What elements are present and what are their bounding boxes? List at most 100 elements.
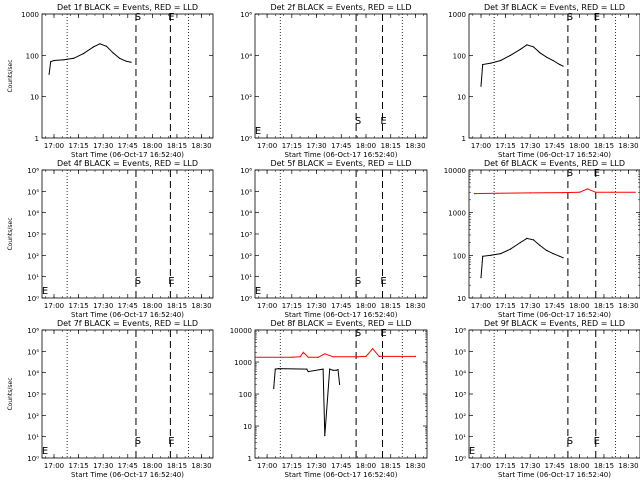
end-marker-label: E xyxy=(168,436,174,447)
y-tick-label: 10⁶ xyxy=(240,11,252,19)
x-tick-label: 18:30 xyxy=(405,142,425,150)
x-axis-label: Start Time (06-Oct-17 16:52:40) xyxy=(498,311,611,319)
data-point xyxy=(552,253,554,255)
x-tick-label: 18:30 xyxy=(618,302,638,310)
data-point xyxy=(254,356,257,358)
data-point xyxy=(482,63,484,66)
y-tick-label: 100 xyxy=(453,52,466,60)
y-tick-label: 10⁴ xyxy=(454,370,466,378)
data-point xyxy=(473,193,476,195)
data-point xyxy=(490,62,492,64)
x-tick-label: 17:00 xyxy=(44,462,64,470)
data-point xyxy=(526,237,528,239)
x-tick-label: 17:15 xyxy=(282,462,302,470)
y-tick-label: 10¹ xyxy=(27,274,39,282)
end-marker-label: E xyxy=(594,168,600,179)
panel-title: Det 9f BLACK = Events, RED = LLD xyxy=(484,319,625,328)
start-marker-label: S xyxy=(135,12,141,23)
x-tick-label: 18:30 xyxy=(618,462,638,470)
x-tick-label: 17:30 xyxy=(306,142,326,150)
y-tick-label: 1000 xyxy=(448,210,466,218)
y-tick-label: 10¹ xyxy=(240,274,252,282)
detector-panel: Det 7f BLACK = Events, RED = LLD Counts/s… xyxy=(7,319,214,479)
edge-marker-label: E xyxy=(42,286,48,297)
data-point xyxy=(332,369,334,371)
y-tick-label: 10⁵ xyxy=(454,348,466,356)
y-tick-label: 10000 xyxy=(230,327,252,335)
data-point xyxy=(50,61,52,63)
x-tick-label: 18:15 xyxy=(381,302,401,310)
y-tick-label: 10⁵ xyxy=(27,348,39,356)
end-marker-label: E xyxy=(594,12,600,23)
x-tick-label: 17:30 xyxy=(306,302,326,310)
start-marker-label: S xyxy=(135,276,141,287)
data-point xyxy=(500,253,502,255)
x-tick-label: 18:15 xyxy=(381,462,401,470)
x-tick-label: 17:00 xyxy=(471,462,491,470)
data-point xyxy=(562,65,564,67)
panel-title: Det 3f BLACK = Events, RED = LLD xyxy=(484,3,625,12)
x-tick-label: 18:30 xyxy=(405,462,425,470)
x-tick-label: 17:15 xyxy=(282,142,302,150)
data-point xyxy=(562,257,564,259)
data-point xyxy=(119,57,121,59)
x-tick-label: 18:30 xyxy=(191,462,211,470)
data-point xyxy=(509,248,512,250)
x-tick-label: 18:00 xyxy=(569,302,589,310)
x-tick-label: 17:30 xyxy=(520,302,540,310)
detector-panel: Det 2f BLACK = Events, RED = LLD 10⁰ 10² 10… xyxy=(240,3,428,159)
y-tick-label: 1000 xyxy=(21,11,39,19)
data-point xyxy=(274,368,276,370)
data-point xyxy=(496,192,498,194)
data-point xyxy=(302,351,304,353)
data-point xyxy=(595,191,597,193)
y-tick-label: 10⁶ xyxy=(27,327,39,335)
y-tick-label: 10⁰ xyxy=(240,295,252,303)
y-tick-label: 10 xyxy=(457,94,466,102)
data-point xyxy=(130,61,132,63)
y-axis-label: Counts/sec xyxy=(7,377,14,410)
y-axis-label: Counts/sec xyxy=(7,59,14,92)
x-tick-label: 17:30 xyxy=(306,462,326,470)
x-tick-label: 18:15 xyxy=(381,142,401,150)
x-tick-label: 17:15 xyxy=(496,142,516,150)
y-tick-label: 10⁴ xyxy=(240,52,252,60)
data-point xyxy=(378,355,380,357)
x-tick-label: 18:30 xyxy=(405,302,425,310)
data-point xyxy=(99,43,101,45)
y-tick-label: 10⁰ xyxy=(240,135,252,143)
x-tick-label: 17:00 xyxy=(44,142,64,150)
panel-title: Det 1f BLACK = Events, RED = LLD xyxy=(57,3,198,12)
end-marker-label: E xyxy=(168,12,174,23)
data-point xyxy=(339,383,341,385)
data-point xyxy=(532,46,535,48)
edge-marker-label: E xyxy=(255,126,261,137)
data-point xyxy=(578,191,581,193)
detector-panel: Det 3f BLACK = Events, RED = LLD 1 10 100 10… xyxy=(448,3,640,159)
x-tick-label: 17:45 xyxy=(331,462,351,470)
data-point xyxy=(317,356,319,358)
x-tick-label: 17:15 xyxy=(496,302,516,310)
end-marker-label: E xyxy=(380,116,386,127)
x-tick-label: 18:00 xyxy=(569,462,589,470)
x-tick-label: 17:45 xyxy=(331,302,351,310)
x-tick-label: 17:00 xyxy=(257,302,277,310)
data-point xyxy=(306,368,308,370)
y-tick-label: 100 xyxy=(239,391,252,399)
data-point xyxy=(324,353,326,355)
y-tick-label: 10¹ xyxy=(27,434,39,442)
panel-title: Det 4f BLACK = Events, RED = LLD xyxy=(57,159,198,168)
data-point xyxy=(526,44,528,46)
y-tick-label: 10⁴ xyxy=(27,210,39,218)
data-point xyxy=(529,192,531,194)
data-point xyxy=(307,371,309,373)
start-marker-label: S xyxy=(567,168,573,179)
data-point xyxy=(82,53,85,55)
data-point xyxy=(365,355,367,357)
data-point xyxy=(112,52,114,54)
data-point xyxy=(291,356,293,358)
data-point xyxy=(611,191,613,193)
x-tick-label: 18:15 xyxy=(167,302,187,310)
x-tick-label: 18:00 xyxy=(356,462,376,470)
x-tick-label: 17:15 xyxy=(69,302,89,310)
